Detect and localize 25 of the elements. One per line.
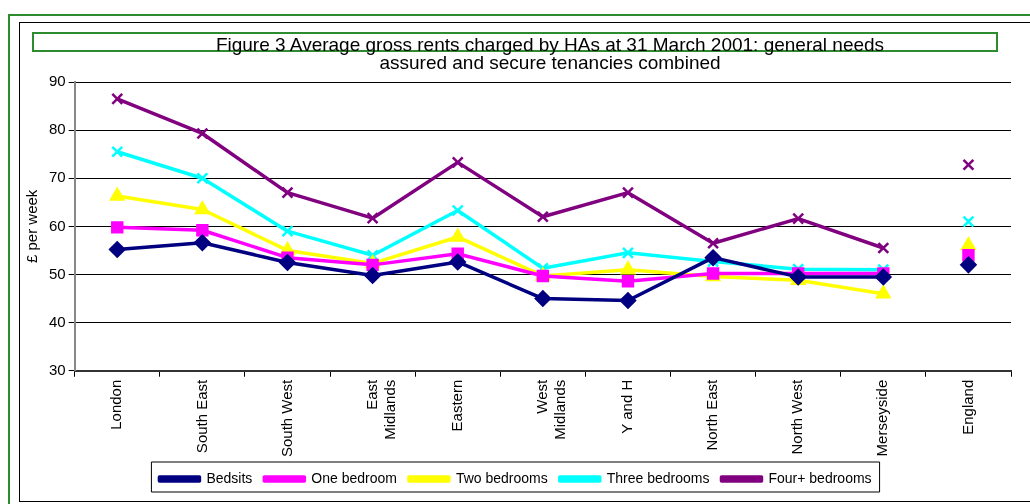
legend-label: Bedsits xyxy=(206,469,253,486)
y-tick-label: 50 xyxy=(49,264,66,282)
y-tick-label: 30 xyxy=(49,360,66,378)
x-tick-label: England xyxy=(958,379,976,435)
x-tick-label: London xyxy=(107,379,125,430)
x-tick-label: Eastern xyxy=(447,379,465,432)
x-tick-label: South West xyxy=(277,378,295,457)
y-tick-label: 90 xyxy=(49,72,66,90)
legend-label: Three bedrooms xyxy=(606,469,710,486)
y-tick-label: 80 xyxy=(49,120,66,138)
y-axis-title: £ per week xyxy=(23,189,41,264)
x-tick-label: North East xyxy=(703,378,721,451)
chart-title: Figure 3 Average gross rents charged by HAs at 31 March 2001: general needs assured and secure tenancies combined xyxy=(214,34,886,73)
legend-label: Two bedrooms xyxy=(455,469,548,486)
y-tick-label: 60 xyxy=(49,216,66,234)
x-tick-label: Merseyside xyxy=(873,379,891,457)
y-tick-label: 70 xyxy=(49,168,66,186)
legend-label: Four+ bedrooms xyxy=(768,469,872,486)
x-tick-label: East Midlands xyxy=(362,378,398,440)
x-tick-label: North West xyxy=(788,378,806,455)
x-tick-label: South East xyxy=(192,378,210,454)
y-tick-label: 40 xyxy=(49,312,66,330)
x-tick-label: West Midlands xyxy=(532,378,568,440)
x-tick-label: Y and H xyxy=(618,379,636,434)
legend-label: One bedroom xyxy=(311,469,397,486)
